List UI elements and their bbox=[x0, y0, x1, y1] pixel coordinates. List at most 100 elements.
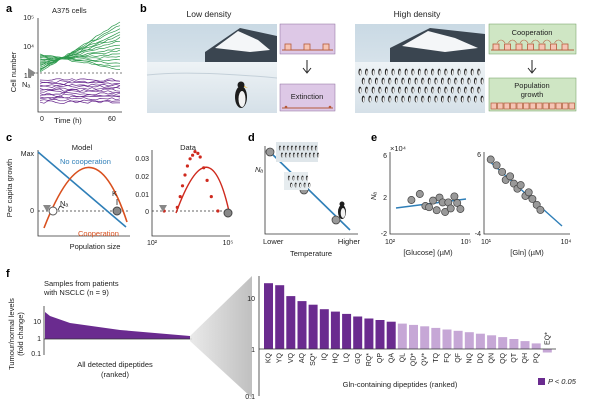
penguin-belly bbox=[382, 79, 385, 85]
penguin-belly bbox=[478, 88, 480, 94]
panel-a-axes bbox=[37, 18, 122, 113]
bar bbox=[308, 304, 318, 349]
penguin-belly bbox=[307, 146, 309, 151]
penguin-belly bbox=[435, 97, 438, 103]
growth-curve bbox=[39, 53, 121, 70]
bar bbox=[464, 332, 474, 349]
xtick-label: 10⁵ bbox=[461, 239, 472, 246]
panel-c: c Model Data Per capita growth Max 0 No … bbox=[5, 132, 233, 251]
bar bbox=[375, 320, 385, 349]
category-label: RQ* bbox=[366, 353, 373, 367]
bar bbox=[286, 296, 296, 349]
population-label: Population bbox=[514, 81, 549, 90]
bar bbox=[353, 316, 363, 349]
penguin-belly bbox=[481, 97, 484, 103]
gln-xlabel: [Gln] (µM) bbox=[510, 248, 544, 257]
penguin-belly bbox=[435, 79, 438, 85]
penguin-belly bbox=[309, 153, 311, 158]
penguin-belly bbox=[295, 183, 297, 188]
data-point bbox=[185, 164, 189, 168]
data-point bbox=[196, 151, 200, 155]
penguin-belly bbox=[418, 88, 421, 94]
penguin-belly bbox=[313, 153, 315, 158]
glucose-plot: 6 2 -2 10² 10⁵ [Glucose] (µM) bbox=[381, 152, 472, 257]
ytick-label: 0.1 bbox=[245, 394, 255, 401]
gln-plot: 6 -4 10¹ 10⁴ [Gln] (µM) bbox=[475, 152, 571, 257]
cooperation-arc bbox=[496, 39, 506, 44]
cell-square bbox=[516, 102, 523, 110]
data-point bbox=[415, 190, 424, 198]
growth-label: growth bbox=[521, 90, 544, 99]
bar bbox=[442, 329, 452, 349]
na-label: Nₐ bbox=[60, 199, 68, 208]
penguin-belly bbox=[382, 97, 385, 103]
data-point bbox=[180, 184, 185, 188]
gln-dipeptides-xlabel: Gln-containing dipeptides (ranked) bbox=[343, 380, 458, 389]
penguin-belly bbox=[389, 97, 391, 103]
panel-c-label: c bbox=[6, 132, 12, 144]
growth-curve bbox=[39, 49, 121, 62]
data-point bbox=[216, 209, 220, 213]
penguin-belly bbox=[385, 88, 388, 94]
penguin-belly bbox=[422, 97, 424, 103]
bar bbox=[420, 326, 430, 349]
data-point bbox=[265, 147, 275, 157]
cell-square bbox=[542, 102, 549, 110]
cell-square bbox=[549, 102, 556, 110]
penguin-belly bbox=[445, 70, 447, 76]
decline-curve bbox=[39, 95, 121, 99]
penguin-belly bbox=[304, 183, 306, 188]
threshold-marker bbox=[28, 68, 36, 78]
threshold-marker bbox=[159, 205, 167, 212]
penguin-belly bbox=[461, 79, 464, 85]
category-label: FQ bbox=[444, 352, 451, 362]
data-point bbox=[191, 153, 195, 157]
penguin-belly bbox=[395, 79, 398, 85]
ytick-label: 0 bbox=[145, 209, 149, 216]
penguin-belly bbox=[317, 153, 319, 158]
all-dipeptides-label-1: All detected dipeptides bbox=[77, 360, 153, 369]
penguin-belly bbox=[445, 88, 447, 94]
penguin-belly bbox=[412, 88, 414, 94]
category-label: QP bbox=[377, 353, 384, 363]
penguin-belly bbox=[372, 70, 375, 76]
multiplier-label: ×10⁴ bbox=[390, 144, 406, 153]
penguin-belly bbox=[455, 97, 457, 103]
data-point bbox=[524, 188, 533, 197]
penguin-belly bbox=[425, 88, 428, 94]
bar bbox=[297, 301, 307, 349]
bar bbox=[264, 283, 273, 349]
category-label: KQ bbox=[266, 352, 273, 363]
panel-d-ylabel: Nₐ bbox=[255, 165, 263, 174]
bar bbox=[409, 324, 418, 349]
category-label: HQ bbox=[333, 352, 340, 363]
decline-curve bbox=[39, 90, 120, 94]
panel-b-label: b bbox=[140, 3, 147, 15]
ytick-label: -4 bbox=[475, 231, 481, 238]
ytick-label: 10 bbox=[33, 319, 41, 326]
penguin-belly bbox=[366, 70, 368, 76]
cell-square bbox=[523, 102, 530, 110]
penguin-belly bbox=[474, 79, 477, 85]
data-point bbox=[188, 157, 192, 161]
cell-square bbox=[536, 102, 543, 110]
category-label: EQ* bbox=[544, 332, 551, 345]
zoom-funnel bbox=[190, 276, 252, 398]
penguin-belly bbox=[283, 146, 285, 151]
gln-dipeptides-chart: 10 1 0.1 KQ YQ VQ AQ SQ* IQ HQ LQ GQ RQ* QP QA QL QD*… bbox=[245, 276, 577, 401]
penguin-belly bbox=[412, 70, 414, 76]
penguin-crowd bbox=[358, 68, 484, 103]
penguin-belly bbox=[362, 79, 365, 85]
fold-change-ylabel-2: (fold change) bbox=[16, 312, 25, 356]
unstable-point bbox=[48, 206, 58, 216]
penguin-belly bbox=[389, 79, 391, 85]
cell-square bbox=[561, 43, 569, 51]
penguin-belly bbox=[299, 146, 301, 151]
bar bbox=[475, 333, 485, 349]
decline-curve bbox=[39, 100, 120, 104]
data-point bbox=[498, 167, 507, 176]
panel-c-xlabel: Population size bbox=[70, 242, 121, 251]
data-point bbox=[178, 195, 182, 199]
penguin-belly bbox=[392, 88, 395, 94]
